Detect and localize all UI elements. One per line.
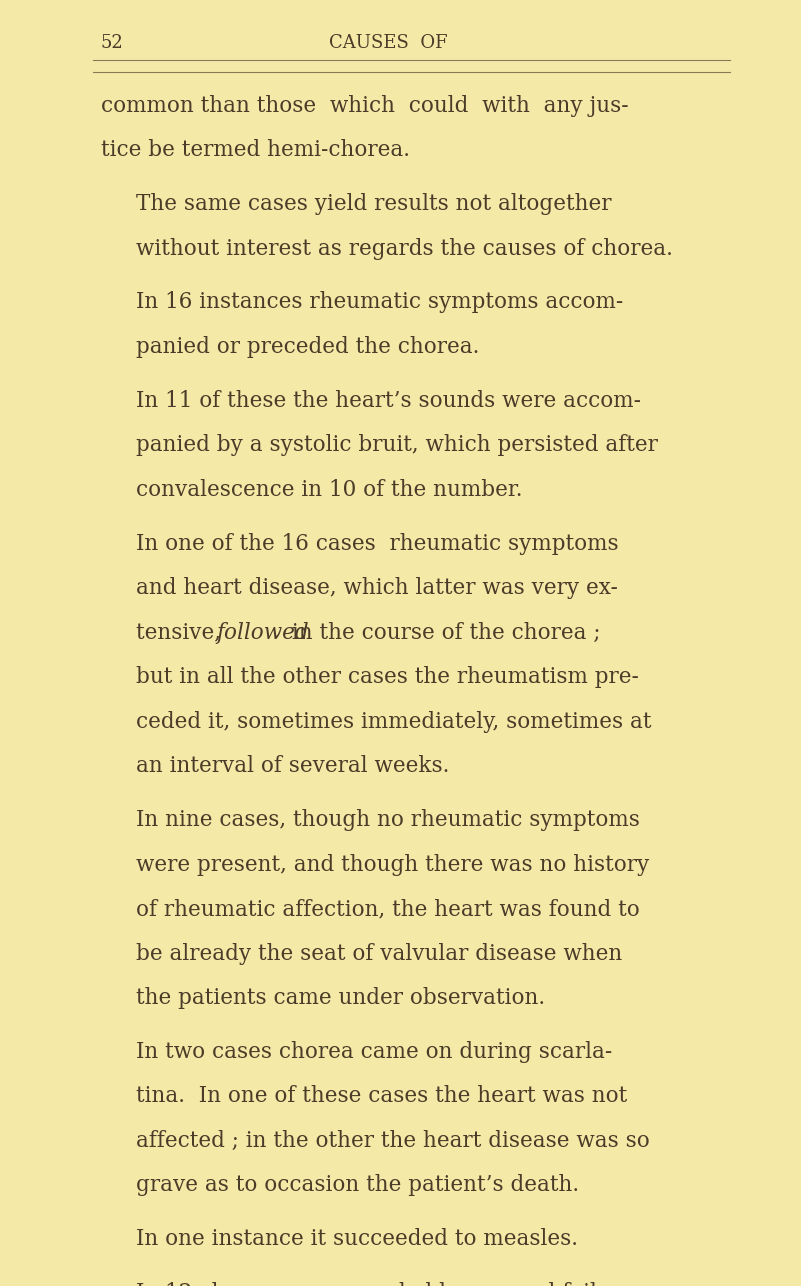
Text: ceded it, sometimes immediately, sometimes at: ceded it, sometimes immediately, sometim… — [136, 711, 651, 733]
Text: the patients came under observation.: the patients came under observation. — [136, 988, 545, 1010]
Text: in the course of the chorea ;: in the course of the chorea ; — [284, 621, 600, 644]
Text: tice be termed hemi-chorea.: tice be termed hemi-chorea. — [101, 139, 410, 161]
Text: panied by a systolic bruit, which persisted after: panied by a systolic bruit, which persis… — [136, 435, 658, 457]
Text: In one of the 16 cases  rheumatic symptoms: In one of the 16 cases rheumatic symptom… — [136, 532, 618, 554]
Text: CAUSES  OF: CAUSES OF — [329, 33, 448, 51]
Text: In two cases chorea came on during scarla-: In two cases chorea came on during scarl… — [136, 1040, 612, 1064]
Text: In one instance it succeeded to measles.: In one instance it succeeded to measles. — [136, 1228, 578, 1250]
Text: common than those  which  could  with  any jus-: common than those which could with any j… — [101, 95, 629, 117]
Text: tina.  In one of these cases the heart was not: tina. In one of these cases the heart wa… — [136, 1085, 627, 1107]
Text: 52: 52 — [101, 33, 123, 51]
Text: but in all the other cases the rheumatism pre-: but in all the other cases the rheumatis… — [136, 666, 638, 688]
Text: tensive,: tensive, — [136, 621, 227, 644]
Text: convalescence in 10 of the number.: convalescence in 10 of the number. — [136, 478, 522, 500]
Text: In 16 instances rheumatic symptoms accom-: In 16 instances rheumatic symptoms accom… — [136, 292, 623, 314]
Text: and heart disease, which latter was very ex-: and heart disease, which latter was very… — [136, 577, 618, 599]
Text: were present, and though there was no history: were present, and though there was no hi… — [136, 854, 649, 876]
Text: an interval of several weeks.: an interval of several weeks. — [136, 755, 449, 777]
Text: In 12 chorea was preceded by general failure: In 12 chorea was preceded by general fai… — [136, 1282, 634, 1286]
Text: grave as to occasion the patient’s death.: grave as to occasion the patient’s death… — [136, 1174, 579, 1196]
Text: In nine cases, though no rheumatic symptoms: In nine cases, though no rheumatic sympt… — [136, 809, 640, 831]
Text: be already the seat of valvular disease when: be already the seat of valvular disease … — [136, 943, 622, 964]
Text: The same cases yield results not altogether: The same cases yield results not altoget… — [136, 193, 611, 215]
Text: of rheumatic affection, the heart was found to: of rheumatic affection, the heart was fo… — [136, 898, 639, 919]
Text: without interest as regards the causes of chorea.: without interest as regards the causes o… — [136, 238, 673, 260]
Text: In 11 of these the heart’s sounds were accom-: In 11 of these the heart’s sounds were a… — [136, 390, 641, 412]
Text: followed: followed — [216, 621, 309, 644]
Text: affected ; in the other the heart disease was so: affected ; in the other the heart diseas… — [136, 1130, 650, 1152]
Text: panied or preceded the chorea.: panied or preceded the chorea. — [136, 336, 479, 358]
